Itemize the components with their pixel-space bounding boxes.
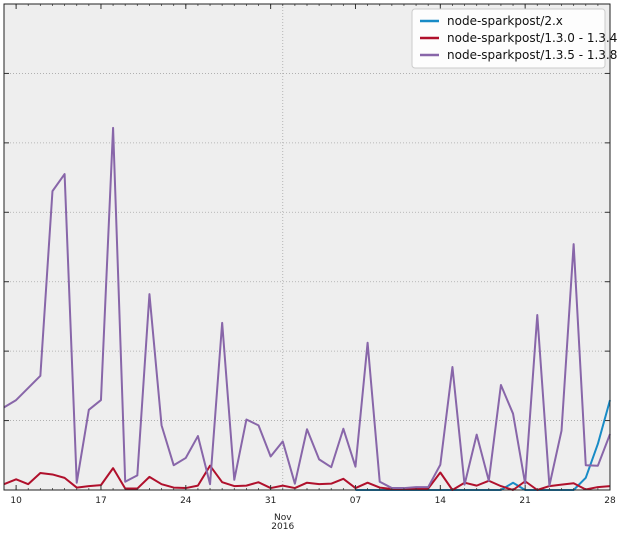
x-tick-label: 17 <box>95 496 106 506</box>
legend-label: node-sparkpost/2.x <box>447 14 563 28</box>
axes <box>3 3 611 491</box>
x-tick-label: 21 <box>519 496 530 506</box>
plot-frame <box>3 3 611 491</box>
legend-label: node-sparkpost/1.3.0 - 1.3.4 <box>447 31 617 45</box>
legend-box <box>411 8 606 69</box>
x-tick-label: 28 <box>604 496 616 506</box>
x-tick-label: 24 <box>180 496 192 506</box>
legend: node-sparkpost/2.x node-sparkpost/1.3.0 -… <box>411 8 617 69</box>
series-line-2 <box>3 126 611 490</box>
x-tick-label: 10 <box>10 496 22 506</box>
x-tick-label: 31 <box>265 496 276 506</box>
series-line-1 <box>3 464 611 491</box>
x-tick-label: 07 <box>350 496 361 506</box>
legend-label: node-sparkpost/1.3.5 - 1.3.8 <box>447 48 617 62</box>
grid-lines <box>4 4 610 490</box>
x-year-label: 2016 <box>271 522 294 532</box>
x-month-label: Nov <box>274 513 292 523</box>
x-tick-label: 14 <box>435 496 447 506</box>
plot-area <box>4 4 610 490</box>
